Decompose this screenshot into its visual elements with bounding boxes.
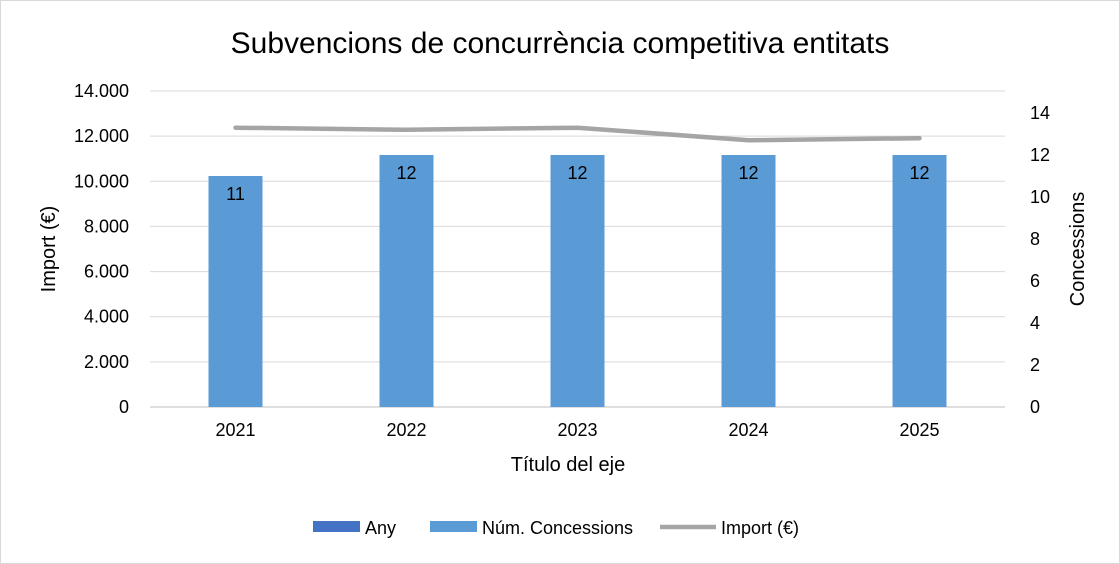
legend-label: Núm. Concessions xyxy=(482,518,633,538)
line-series xyxy=(233,125,922,143)
bar xyxy=(208,176,263,407)
chart-title: Subvencions de concurrència competitiva … xyxy=(231,27,890,60)
y-tick-label-left: 14.000 xyxy=(74,81,129,101)
import-line xyxy=(233,125,922,143)
y-tick-label-left: 8.000 xyxy=(84,216,129,236)
bar-data-label: 12 xyxy=(396,163,416,183)
x-tick-label: 2024 xyxy=(728,420,768,440)
y-axis-label-right: Concessions xyxy=(1067,192,1089,307)
bar xyxy=(379,155,434,407)
x-tick-label: 2025 xyxy=(899,420,939,440)
y-tick-label-right: 4 xyxy=(1030,313,1040,333)
y-tick-label-left: 12.000 xyxy=(74,126,129,146)
legend-label: Import (€) xyxy=(721,518,799,538)
bar-data-label: 11 xyxy=(226,184,245,204)
bar xyxy=(892,155,947,407)
y-axis-label-left: Import (€) xyxy=(38,206,60,293)
y-tick-label-left: 4.000 xyxy=(84,307,129,327)
y-tick-label-left: 6.000 xyxy=(84,262,129,282)
y-tick-label-left: 2.000 xyxy=(84,352,129,372)
x-tick-label: 2022 xyxy=(386,420,426,440)
y-tick-label-right: 12 xyxy=(1030,145,1050,165)
y-tick-label-right: 8 xyxy=(1030,229,1040,249)
y-tick-label-right: 0 xyxy=(1030,397,1040,417)
bars xyxy=(208,155,947,407)
y-tick-label-right: 10 xyxy=(1030,187,1050,207)
legend-swatch xyxy=(313,521,360,532)
bar-data-label: 12 xyxy=(909,163,929,183)
bar-data-label: 12 xyxy=(567,163,587,183)
y-tick-label-right: 2 xyxy=(1030,355,1040,375)
x-axis-label: Título del eje xyxy=(511,454,626,476)
bar xyxy=(721,155,776,407)
y-tick-label-right: 14 xyxy=(1030,103,1050,123)
x-tick-label: 2023 xyxy=(557,420,597,440)
data-labels: 11 12 12 12 12 xyxy=(226,163,929,204)
legend-swatch xyxy=(430,521,477,532)
legend: Any Núm. Concessions Import (€) xyxy=(313,518,799,538)
y-tick-label-left: 0 xyxy=(119,397,129,417)
legend-label: Any xyxy=(365,518,396,538)
tick-labels: 0 2.000 4.000 6.000 8.000 10.000 12.000 14.000 0… xyxy=(74,81,1050,440)
x-tick-label: 2021 xyxy=(215,420,255,440)
bar-data-label: 12 xyxy=(738,163,758,183)
y-tick-label-left: 10.000 xyxy=(74,171,129,191)
y-tick-label-right: 6 xyxy=(1030,271,1040,291)
bar xyxy=(550,155,605,407)
